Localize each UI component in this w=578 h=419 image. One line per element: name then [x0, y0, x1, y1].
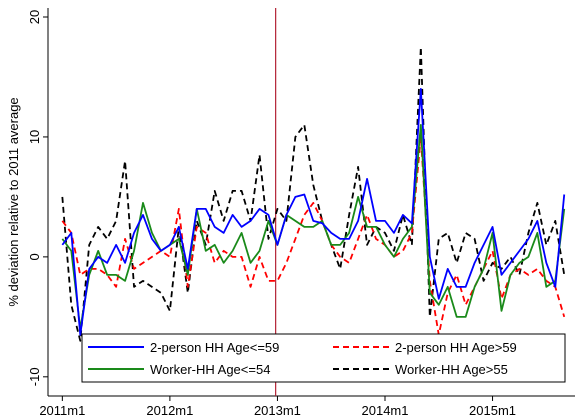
y-tick-label: 20: [27, 10, 42, 24]
legend-label: Worker-HH Age<=54: [150, 362, 270, 377]
x-tick-label: 2014m1: [362, 403, 409, 418]
series-line: [61, 46, 566, 342]
legend-label: 2-person HH Age>59: [395, 340, 517, 355]
x-tick-label: 2011m1: [39, 403, 85, 418]
legend-label: 2-person HH Age<=59: [150, 340, 279, 355]
y-tick-label: -10: [27, 367, 42, 386]
x-tick-label: 2012m1: [146, 403, 193, 418]
legend-box: [81, 333, 566, 383]
x-tick-label: 2015m1: [469, 403, 516, 418]
y-axis-title: % deviation relative to 2011 average: [6, 97, 21, 306]
x-tick-label: 2013m1: [254, 403, 301, 418]
y-tick-label: 10: [27, 130, 42, 144]
y-tick-label: 0: [27, 253, 42, 260]
series-line: [61, 88, 566, 336]
legend-label: Worker-HH Age>55: [395, 362, 508, 377]
series-line: [61, 124, 566, 330]
